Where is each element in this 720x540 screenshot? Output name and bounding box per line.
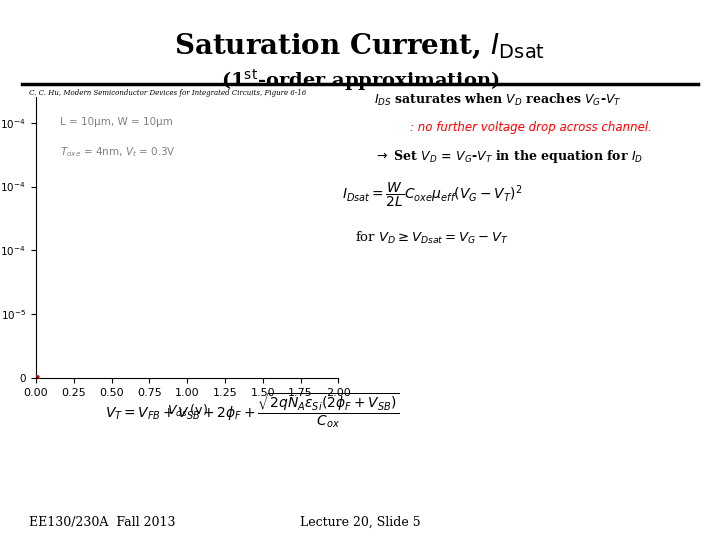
- Text: : no further voltage drop across channel.: : no further voltage drop across channel…: [410, 122, 652, 134]
- Text: $I_{DS}$ saturates when $V_D$ reaches $V_G$-$V_T$: $I_{DS}$ saturates when $V_D$ reaches $V…: [374, 92, 622, 108]
- Text: C. C. Hu, Modern Semiconductor Devices for Integrated Circuits, Figure 6-16: C. C. Hu, Modern Semiconductor Devices f…: [29, 89, 306, 97]
- Text: $V_{gs}$ = 2V: $V_{gs}$ = 2V: [0, 539, 1, 540]
- Text: L = 10μm, W = 10μm: L = 10μm, W = 10μm: [60, 117, 173, 127]
- Text: $I_{Dsat} = \dfrac{W}{2L} C_{oxe} \mu_{eff} (V_G - V_T)^2$: $I_{Dsat} = \dfrac{W}{2L} C_{oxe} \mu_{e…: [342, 181, 522, 209]
- Text: $V_{gs}$ = 1V: $V_{gs}$ = 1V: [0, 539, 1, 540]
- Text: (1$^{\mathrm{st}}$-order approximation): (1$^{\mathrm{st}}$-order approximation): [220, 68, 500, 93]
- Text: $\rightarrow$ Set $V_D$ = $V_G$-$V_T$ in the equation for $I_D$: $\rightarrow$ Set $V_D$ = $V_G$-$V_T$ in…: [374, 148, 644, 165]
- Text: $V_{gs}$ = 0.5V: $V_{gs}$ = 0.5V: [0, 539, 1, 540]
- Text: EE130/230A  Fall 2013: EE130/230A Fall 2013: [29, 516, 175, 529]
- Text: for $V_D \geq V_{Dsat} = V_G - V_T$: for $V_D \geq V_{Dsat} = V_G - V_T$: [355, 230, 509, 246]
- X-axis label: $V_{ds}$ (v): $V_{ds}$ (v): [166, 403, 208, 420]
- Text: $T_{oxe}$ = 4nm, $V_t$ = 0.3V: $T_{oxe}$ = 4nm, $V_t$ = 0.3V: [60, 145, 176, 159]
- Text: Lecture 20, Slide 5: Lecture 20, Slide 5: [300, 516, 420, 529]
- Text: $V_{gs}$ = 1.5V: $V_{gs}$ = 1.5V: [0, 539, 1, 540]
- Text: Saturation Current, $I_{\mathrm{Dsat}}$: Saturation Current, $I_{\mathrm{Dsat}}$: [174, 32, 546, 62]
- Text: $V_T = V_{FB} + V_{SB} + 2\phi_F + \dfrac{\sqrt{2qN_A \varepsilon_{Si}(2\phi_F +: $V_T = V_{FB} + V_{SB} + 2\phi_F + \dfra…: [104, 392, 400, 430]
